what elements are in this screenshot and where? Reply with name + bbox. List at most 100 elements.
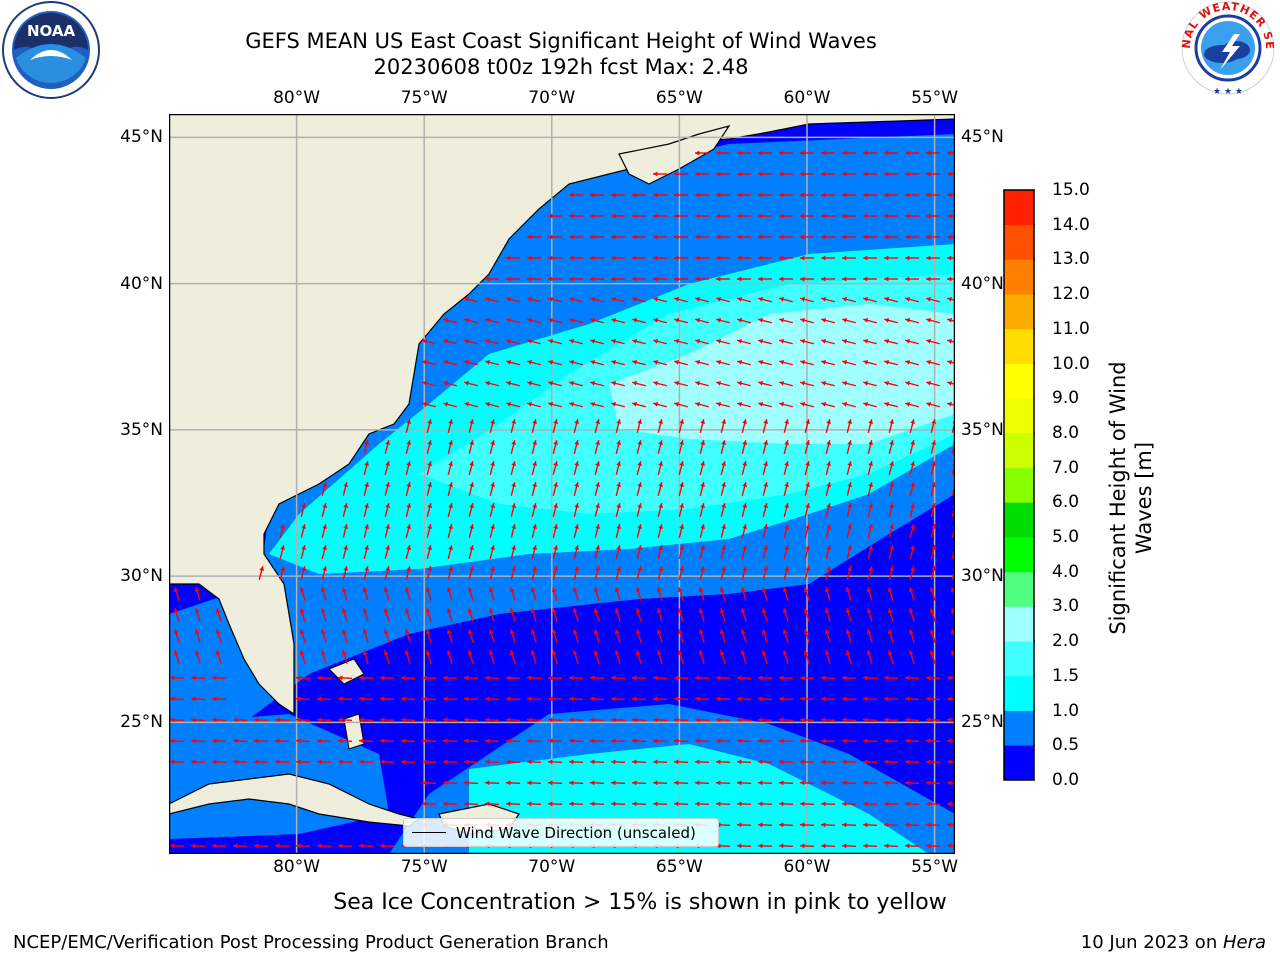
wave-direction-arrow xyxy=(551,629,558,643)
wave-direction-arrow xyxy=(657,524,663,538)
wave-direction-arrow xyxy=(761,608,768,622)
wave-direction-arrow xyxy=(506,402,520,408)
wave-direction-arrow xyxy=(611,192,625,198)
wave-direction-arrow xyxy=(295,696,311,702)
wave-direction-arrow xyxy=(720,545,726,559)
wave-direction-arrow xyxy=(615,440,621,454)
wave-direction-arrow xyxy=(678,566,684,580)
wave-direction-arrow xyxy=(611,318,625,324)
wave-direction-arrow xyxy=(363,482,369,496)
wave-direction-arrow xyxy=(887,608,894,622)
wave-direction-arrow xyxy=(883,759,899,765)
wave-direction-arrow xyxy=(568,675,584,681)
wave-direction-arrow xyxy=(653,255,667,261)
wave-direction-arrow xyxy=(757,717,773,723)
wave-direction-arrow xyxy=(905,234,919,240)
wave-direction-arrow xyxy=(695,360,709,366)
wave-direction-arrow xyxy=(527,234,541,240)
wave-direction-arrow xyxy=(548,360,562,366)
wave-direction-arrow xyxy=(572,650,579,664)
wave-direction-arrow xyxy=(866,587,873,601)
wave-direction-arrow xyxy=(485,276,499,282)
wave-direction-arrow xyxy=(489,440,495,454)
wave-direction-arrow xyxy=(841,738,857,744)
wave-direction-arrow xyxy=(737,234,751,240)
wave-direction-arrow xyxy=(341,629,348,643)
wave-direction-arrow xyxy=(740,629,747,643)
footer-machine: Hera xyxy=(1222,932,1266,953)
wave-direction-arrow xyxy=(547,717,563,723)
wave-direction-arrow xyxy=(800,213,814,219)
wave-direction-arrow xyxy=(653,171,667,177)
wave-direction-arrow xyxy=(464,297,478,303)
wave-direction-arrow xyxy=(593,650,600,664)
wave-direction-arrow xyxy=(337,759,353,765)
wave-direction-arrow xyxy=(384,440,390,454)
colorbar xyxy=(1003,189,1035,781)
wave-direction-arrow xyxy=(673,696,689,702)
wave-direction-arrow xyxy=(699,482,705,496)
colorbar-tick-label: 6.0 xyxy=(1052,492,1080,513)
wave-direction-arrow xyxy=(804,524,810,538)
wave-direction-arrow xyxy=(862,843,878,849)
wave-direction-arrow xyxy=(845,629,852,643)
wave-direction-arrow xyxy=(611,402,625,408)
wave-direction-arrow xyxy=(379,759,395,765)
wave-direction-arrow xyxy=(510,419,516,433)
wave-direction-arrow xyxy=(926,150,940,156)
wave-direction-arrow xyxy=(758,381,772,387)
colorbar-tick-label: 1.0 xyxy=(1052,700,1080,721)
map-subtitle: 20230608 t00z 192h fcst Max: 2.48 xyxy=(373,55,749,79)
wave-direction-arrow xyxy=(716,255,730,261)
wave-direction-arrow xyxy=(842,255,856,261)
wave-direction-arrow xyxy=(295,717,311,723)
wave-direction-arrow xyxy=(862,780,878,786)
wave-direction-arrow xyxy=(695,297,709,303)
wave-direction-arrow xyxy=(463,675,479,681)
wave-direction-arrow xyxy=(484,759,500,765)
wave-direction-arrow xyxy=(342,545,348,559)
wave-direction-arrow xyxy=(468,461,474,475)
wave-direction-arrow xyxy=(299,629,306,643)
wave-direction-arrow xyxy=(593,629,600,643)
wave-direction-arrow xyxy=(295,675,311,681)
wave-direction-arrow xyxy=(488,608,495,622)
wave-direction-arrow xyxy=(925,801,941,807)
wave-direction-arrow xyxy=(421,717,437,723)
wave-direction-arrow xyxy=(909,461,915,475)
wave-direction-arrow xyxy=(551,587,558,601)
wave-direction-arrow xyxy=(384,566,390,580)
wave-direction-arrow xyxy=(467,608,474,622)
wave-direction-arrow xyxy=(169,717,185,723)
wave-direction-arrow xyxy=(863,192,877,198)
wave-direction-arrow xyxy=(190,843,206,849)
wave-direction-arrow xyxy=(758,171,772,177)
wave-direction-arrow xyxy=(316,759,332,765)
wave-direction-arrow xyxy=(405,566,411,580)
wave-direction-arrow xyxy=(614,629,621,643)
wave-direction-arrow xyxy=(741,461,747,475)
wave-direction-arrow xyxy=(657,419,663,433)
wave-direction-arrow xyxy=(551,650,558,664)
noaa-logo-icon: NOAA xyxy=(2,1,100,99)
lat-tick-label-right: 45°N xyxy=(961,127,1004,148)
wave-direction-arrow xyxy=(866,608,873,622)
wave-direction-arrow xyxy=(467,587,474,601)
wave-direction-arrow xyxy=(758,234,772,240)
wave-direction-arrow xyxy=(884,171,898,177)
wave-direction-arrow xyxy=(405,482,411,496)
map-frame xyxy=(169,114,955,854)
wave-direction-arrow xyxy=(463,780,479,786)
wave-direction-arrow xyxy=(888,482,894,496)
wave-direction-arrow xyxy=(442,717,458,723)
wave-direction-arrow xyxy=(611,234,625,240)
wave-direction-arrow xyxy=(505,738,521,744)
wave-direction-arrow xyxy=(698,587,705,601)
wave-direction-arrow xyxy=(615,545,621,559)
wave-direction-arrow xyxy=(422,339,436,345)
wave-direction-arrow xyxy=(447,566,453,580)
wave-direction-arrow xyxy=(384,524,390,538)
wave-direction-arrow xyxy=(552,461,558,475)
wave-direction-arrow xyxy=(762,482,768,496)
wave-direction-arrow xyxy=(615,566,621,580)
